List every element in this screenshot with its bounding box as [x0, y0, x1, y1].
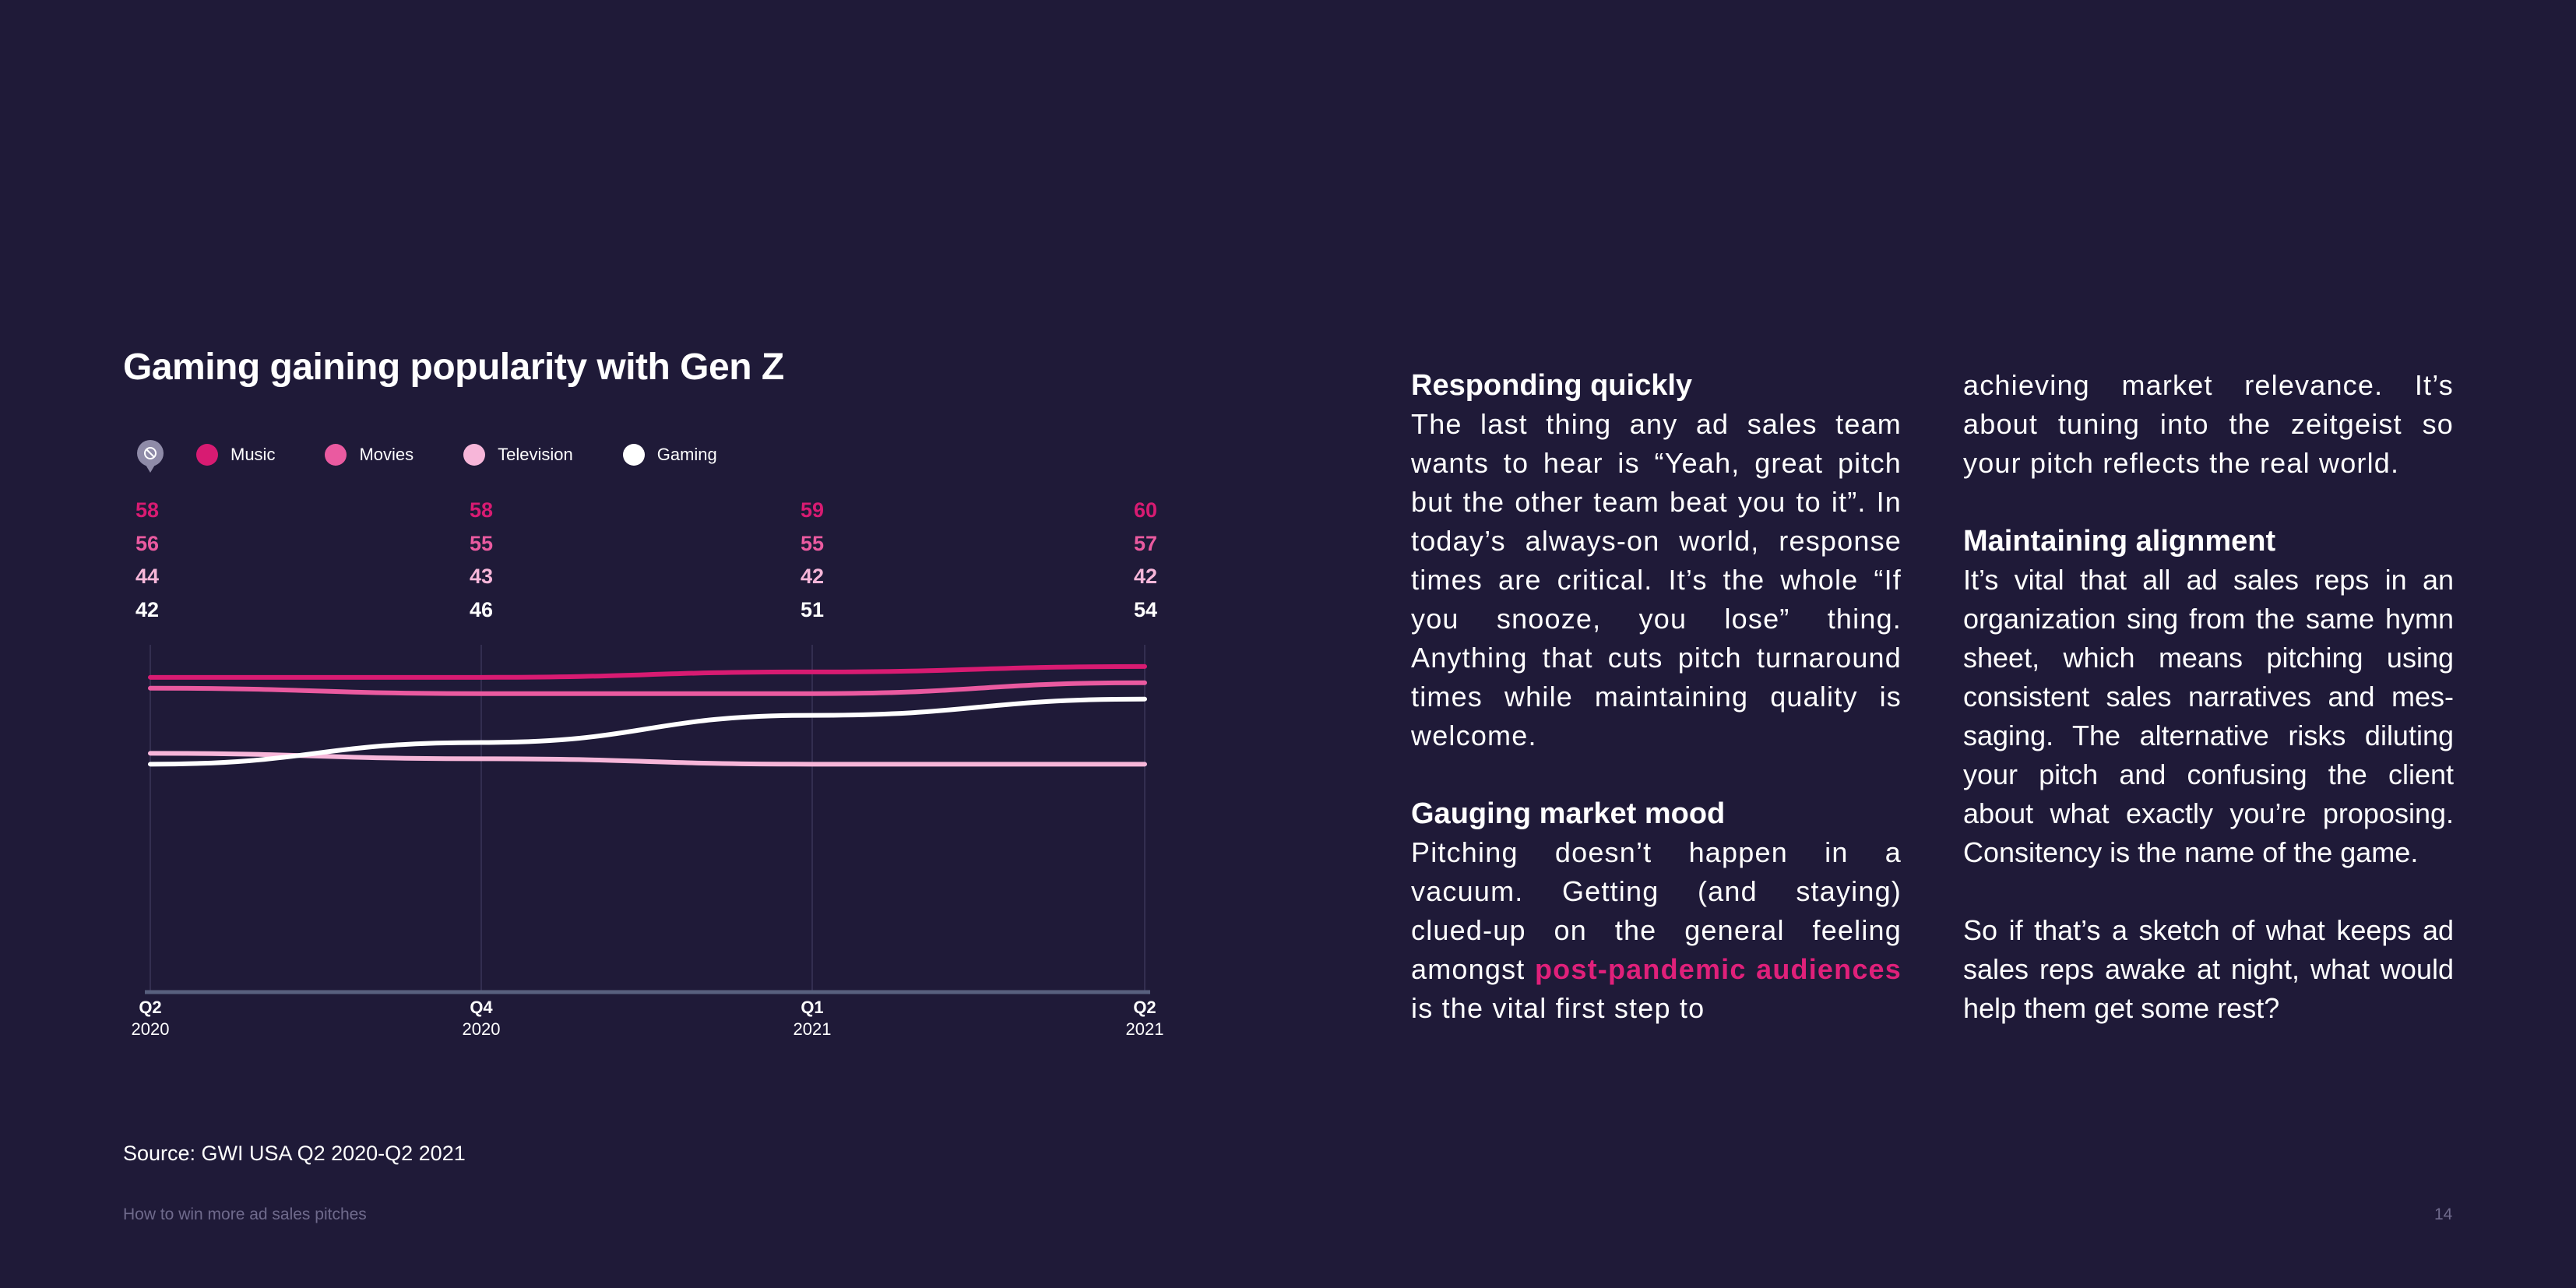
- x-tick-year-0: 2020: [131, 1019, 170, 1039]
- legend-item-music: Music: [196, 444, 275, 466]
- data-label-column-2: 59 55 42 51: [765, 494, 859, 626]
- chart-legend: Music Movies Television Gaming: [134, 438, 767, 473]
- data-label-gaming-0: 42: [135, 597, 160, 621]
- paragraph-responding-quickly: The last thing any ad sales team wants t…: [1411, 408, 1902, 751]
- legend-item-movies: Movies: [325, 444, 413, 466]
- highlight-post-pandemic-audiences[interactable]: post-pandemic audiences: [1534, 953, 1902, 985]
- x-tick-quarter-2: Q1: [801, 998, 824, 1017]
- data-label-television-0: 44: [135, 565, 160, 588]
- series-line-music: [148, 663, 1147, 680]
- data-label-music-3: 60: [1133, 498, 1157, 522]
- data-label-television-1: 43: [469, 565, 494, 588]
- heading-responding-quickly: Responding quickly: [1411, 369, 1693, 402]
- data-label-movies-1: 55: [469, 531, 494, 555]
- series-line-movies: [148, 680, 1147, 696]
- legend-dot-music: [196, 444, 218, 466]
- data-label-music-0: 58: [135, 498, 160, 522]
- legend-dot-gaming: [622, 444, 645, 466]
- paragraph-text-end: is the vital first step to: [1411, 992, 1705, 1024]
- x-tick-quarter-0: Q2: [139, 998, 162, 1017]
- legend-label-television: Television: [498, 445, 573, 464]
- page-number: 14: [2434, 1205, 2453, 1223]
- x-tick-year-2: 2021: [793, 1019, 832, 1039]
- x-tick-label-0: Q2 2020: [96, 997, 205, 1040]
- x-tick-label-1: Q4 2020: [427, 997, 536, 1040]
- legend-label-gaming: Gaming: [656, 445, 717, 464]
- x-tick-year-3: 2021: [1125, 1019, 1164, 1039]
- data-label-gaming-1: 46: [469, 597, 494, 621]
- data-label-movies-2: 55: [800, 531, 825, 555]
- legend-label-movies: Movies: [359, 445, 414, 464]
- heading-gauging-market-mood: Gauging market mood: [1411, 797, 1726, 830]
- data-label-column-1: 58 55 43 46: [435, 494, 528, 626]
- data-label-gaming-2: 51: [800, 597, 825, 621]
- series-line-television: [148, 751, 1147, 767]
- legend-item-television: Television: [463, 444, 573, 466]
- legend-dot-television: [463, 444, 486, 466]
- paragraph-gauging-market-mood: Pitching doesn’t happen in a vacuum. Get…: [1411, 833, 1902, 1028]
- data-label-movies-0: 56: [135, 531, 160, 555]
- data-label-music-2: 59: [800, 498, 825, 522]
- data-label-music-1: 58: [469, 498, 494, 522]
- paragraph-closing: So if that’s a sketch of what keeps ad s…: [1963, 914, 2454, 1024]
- x-tick-label-2: Q1 2021: [758, 997, 867, 1040]
- data-label-column-0: 58 56 44 42: [135, 494, 229, 626]
- x-tick-label-3: Q2 2021: [1090, 997, 1199, 1040]
- paragraph-text-start: Pitching doesn’t happen in a vacuum. Get…: [1411, 836, 1902, 985]
- footer-title: How to win more ad sales pitches: [123, 1205, 367, 1223]
- data-label-movies-3: 57: [1133, 531, 1157, 555]
- data-label-television-3: 42: [1133, 565, 1157, 588]
- data-label-television-2: 42: [800, 565, 825, 588]
- legend-dot-movies: [325, 444, 347, 466]
- paragraph-maintaining-alignment: It’s vital that all ad sales reps in an …: [1963, 564, 2454, 868]
- legend-label-music: Music: [231, 445, 276, 464]
- data-label-column-3: 60 57 42 54: [1064, 494, 1157, 626]
- x-tick-year-1: 2020: [462, 1019, 501, 1039]
- text-column-left: Responding quickly The last thing any ad…: [1411, 366, 1902, 1028]
- x-tick-quarter-3: Q2: [1133, 998, 1156, 1017]
- text-column-right: achieving market relevance. It’s about t…: [1963, 366, 2454, 1028]
- info-icon[interactable]: [134, 438, 167, 473]
- paragraph-market-relevance: achieving market relevance. It’s about t…: [1963, 369, 2454, 479]
- data-label-gaming-3: 54: [1133, 597, 1157, 621]
- legend-item-gaming: Gaming: [622, 444, 717, 466]
- chart-source: Source: GWI USA Q2 2020-Q2 2021: [123, 1142, 466, 1165]
- heading-maintaining-alignment: Maintaining alignment: [1963, 525, 2276, 558]
- chart-title: Gaming gaining popularity with Gen Z: [123, 347, 784, 388]
- x-tick-quarter-1: Q4: [470, 998, 493, 1017]
- series-line-gaming: [148, 696, 1147, 767]
